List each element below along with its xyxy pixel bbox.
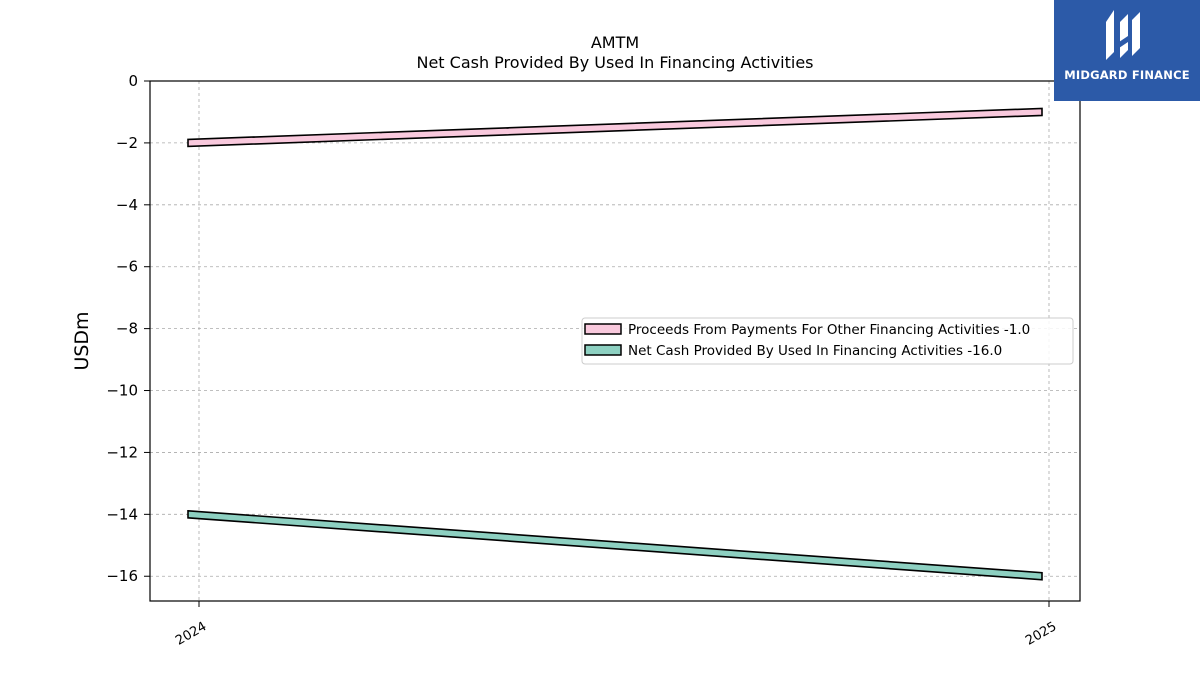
legend-swatch [584, 323, 622, 335]
y-tick-label: −4 [116, 196, 138, 214]
y-tick-label: −12 [106, 443, 138, 461]
plot-frame [149, 80, 1081, 602]
legend-swatch [584, 344, 622, 356]
series-layer [187, 107, 1043, 581]
y-axis-label: USDm [71, 311, 93, 370]
y-tick-label: −8 [116, 320, 138, 338]
legend[interactable]: Proceeds From Payments For Other Financi… [581, 317, 1074, 365]
x-tick-label: 2024 [173, 619, 209, 649]
y-tick-label: −10 [106, 382, 138, 400]
y-tick-label: −16 [106, 567, 138, 585]
y-tick-label: −14 [106, 505, 138, 523]
y-tick-label: 0 [128, 72, 138, 90]
midgard-logo-icon [1106, 10, 1140, 60]
brand-logo: MIDGARD FINANCE [1054, 0, 1200, 101]
legend-label: Proceeds From Payments For Other Financi… [628, 322, 1030, 338]
series-line-2 [187, 509, 1043, 581]
chart-subtitle: Net Cash Provided By Used In Financing A… [416, 53, 813, 72]
brand-logo-text: MIDGARD FINANCE [1064, 68, 1190, 82]
x-tick-label: 2025 [1023, 619, 1059, 649]
series-line-1 [187, 107, 1043, 148]
y-tick-label: −2 [116, 134, 138, 152]
chart-title: AMTM [591, 33, 639, 52]
y-tick-label: −6 [116, 258, 138, 276]
legend-label: Net Cash Provided By Used In Financing A… [628, 343, 1002, 359]
legend-box [581, 317, 1074, 365]
